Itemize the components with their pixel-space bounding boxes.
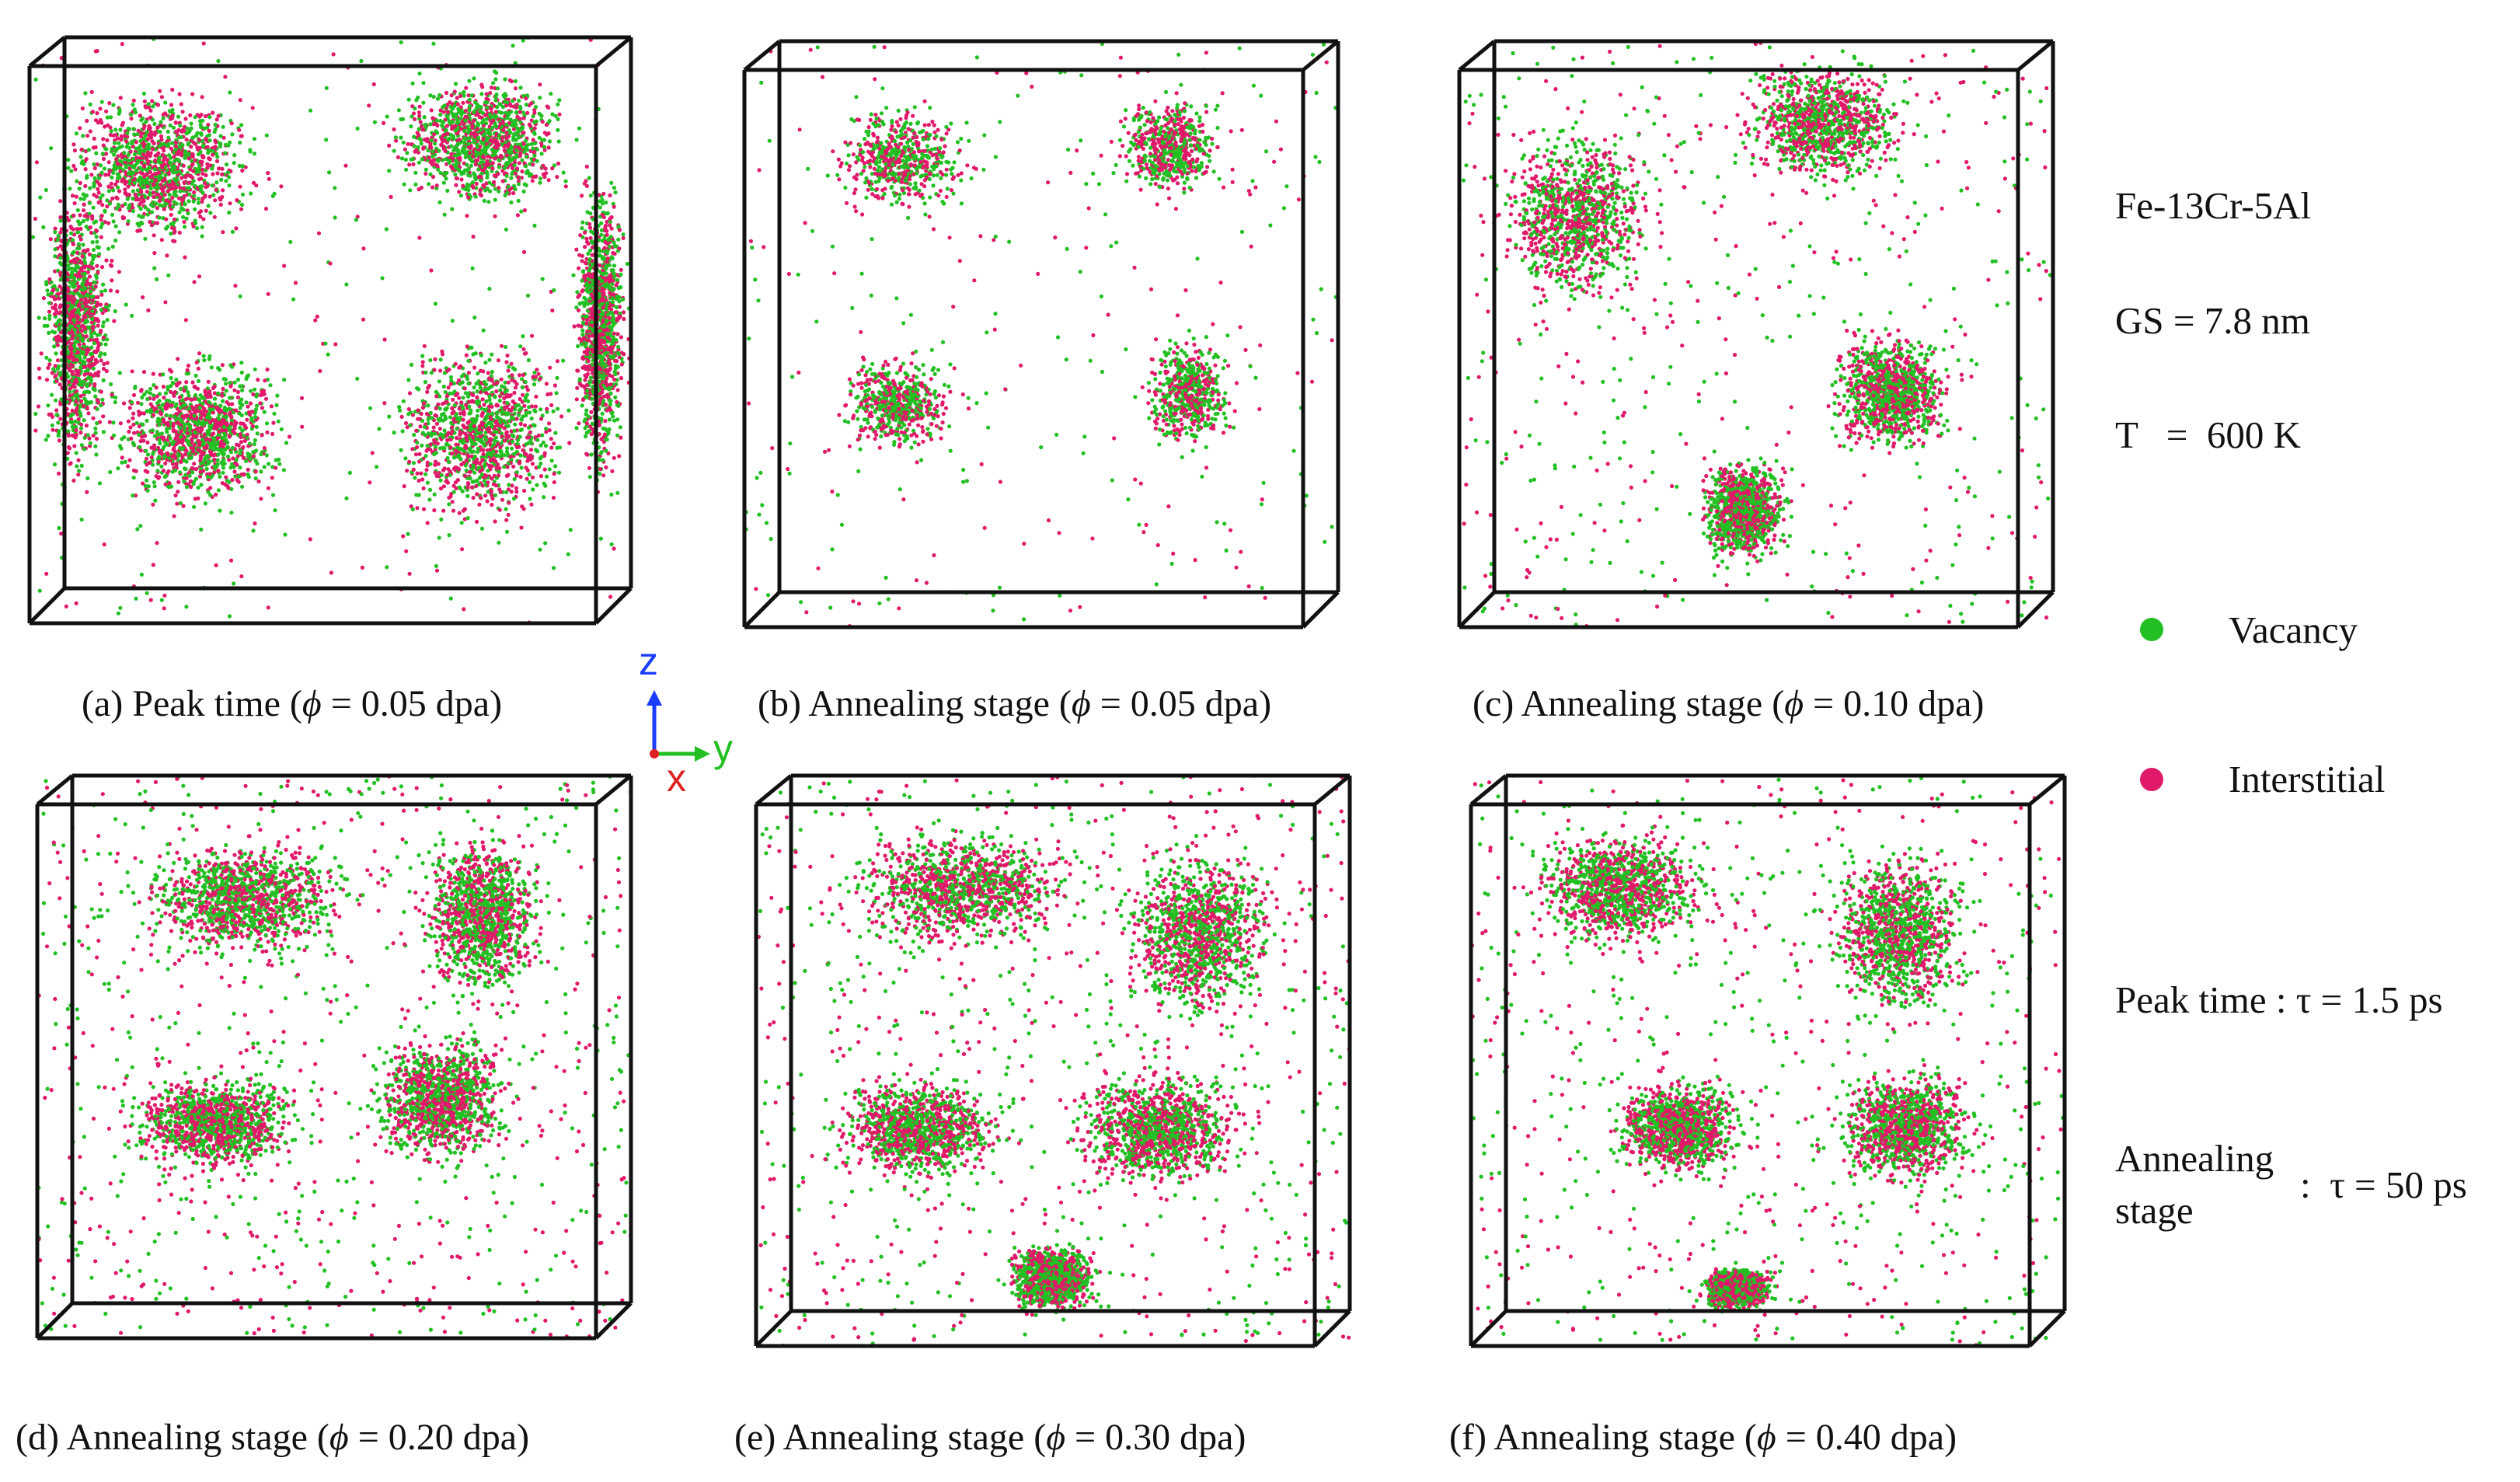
atom-box-a [27,35,633,626]
simulation-box-d [35,773,633,1341]
peak-time-label: Peak time : τ = 1.5 ps [2115,981,2443,1019]
caption-f: (f) Annealing stage (ϕ = 0.40 dpa) [1449,1419,1957,1456]
atom-box-f [1469,773,2067,1348]
grain-size-label: GS = 7.8 nm [2115,302,2310,340]
caption-c: (c) Annealing stage (ϕ = 0.10 dpa) [1473,685,1984,723]
panel-a [23,31,637,629]
atom-box-d [35,773,633,1341]
temperature-label: T = 600 K [2115,416,2301,454]
material-label: Fe-13Cr-5Al [2115,187,2311,225]
axis-triad [647,690,710,762]
annealing-stage-label-line1: Annealing [2115,1139,2274,1177]
axis-y-arrowhead [695,746,710,762]
axis-y-label: y [713,729,733,768]
panel-e [750,769,1356,1352]
defect-cloud-b [744,41,1338,629]
simulation-box-f [1469,773,2067,1348]
axis-z-label: z [639,642,658,681]
defect-cloud-e [754,773,1352,1348]
interstitial-legend-label: Interstitial [2229,760,2385,798]
panel-c [1453,35,2059,633]
caption-e: (e) Annealing stage (ϕ = 0.30 dpa) [734,1419,1246,1456]
defect-cloud-d [35,773,633,1339]
panel-b [738,35,1344,633]
axis-z-arrowhead [647,690,662,706]
annealing-stage-label-line2: stage [2115,1191,2194,1229]
simulation-box-a [27,35,633,626]
caption-d: (d) Annealing stage (ϕ = 0.20 dpa) [16,1419,529,1456]
atom-box-e [754,773,1352,1348]
caption-b: (b) Annealing stage (ϕ = 0.05 dpa) [758,685,1271,723]
defect-cloud-a [30,35,632,625]
simulation-box-c [1457,39,2055,629]
simulation-box-e [754,773,1352,1348]
defect-cloud-f [1469,773,2065,1348]
defect-cloud-c [1457,40,2055,629]
panel-f [1465,769,2071,1352]
interstitial-legend-marker [2140,768,2163,791]
vacancy-legend-label: Vacancy [2229,611,2358,649]
caption-a: (a) Peak time (ϕ = 0.05 dpa) [82,685,502,723]
vacancy-legend-marker [2140,618,2163,641]
axis-x-label: x [667,758,686,797]
axis-origin [650,749,659,758]
panel-d [31,769,637,1344]
annealing-stage-value: : τ = 50 ps [2300,1166,2467,1204]
simulation-box-b [742,39,1340,629]
atom-box-c [1457,39,2055,629]
atom-box-b [742,39,1340,629]
